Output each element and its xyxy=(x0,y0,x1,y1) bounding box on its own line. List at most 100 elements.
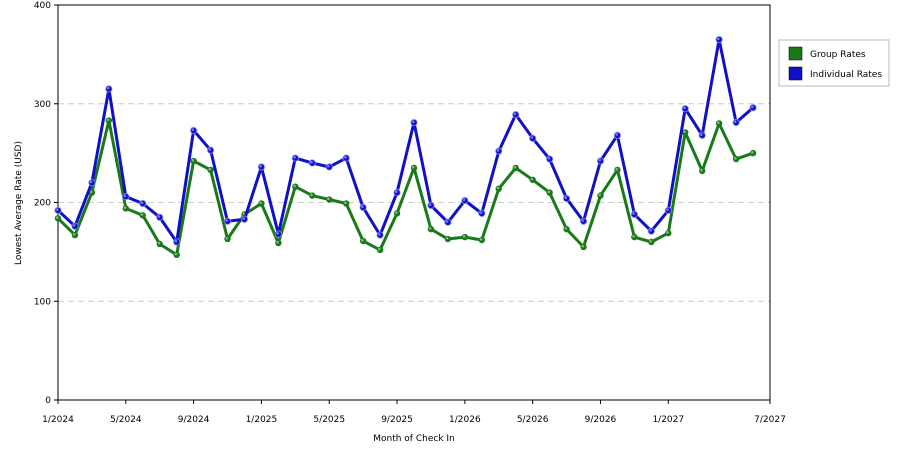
data-point-highlight xyxy=(496,149,500,152)
data-point-group-rates xyxy=(71,231,79,239)
data-point-highlight xyxy=(140,213,144,216)
y-tick-label: 200 xyxy=(34,199,51,209)
data-point-individual-rates xyxy=(257,163,266,171)
data-point-individual-rates xyxy=(427,201,435,210)
data-point-highlight xyxy=(377,247,381,251)
data-point-individual-rates xyxy=(376,231,384,239)
data-point-highlight xyxy=(632,234,635,238)
data-point-highlight xyxy=(649,239,652,243)
data-point-highlight xyxy=(445,220,449,223)
data-point-individual-rates xyxy=(528,134,537,143)
y-tick-label: 400 xyxy=(34,1,51,11)
data-point-individual-rates xyxy=(105,85,113,93)
data-point-highlight xyxy=(361,205,364,208)
data-point-highlight xyxy=(462,198,466,202)
x-tick-label: 5/2025 xyxy=(313,415,345,425)
data-point-highlight xyxy=(700,133,703,136)
data-point-group-rates xyxy=(461,233,469,241)
data-point-group-rates xyxy=(207,166,214,174)
data-point-group-rates xyxy=(410,164,418,172)
y-axis-title: Lowest Average Rate (USD) xyxy=(14,141,24,265)
data-point-group-rates xyxy=(665,229,672,237)
data-point-individual-rates xyxy=(562,194,571,203)
data-point-highlight xyxy=(191,158,195,162)
data-point-group-rates xyxy=(190,157,197,165)
data-point-group-rates xyxy=(682,129,689,136)
data-point-group-rates xyxy=(88,189,96,196)
data-point-highlight xyxy=(394,190,398,194)
data-point-individual-rates xyxy=(579,217,588,225)
series-layer xyxy=(54,35,757,259)
data-point-group-rates xyxy=(105,117,113,124)
y-tick-label: 300 xyxy=(34,100,51,110)
x-tick-label: 9/2026 xyxy=(585,415,617,425)
plot-frame xyxy=(57,4,771,401)
data-point-group-rates xyxy=(732,155,740,163)
x-tick-label: 1/2024 xyxy=(42,415,74,425)
data-point-individual-rates xyxy=(732,118,740,127)
data-point-group-rates xyxy=(275,239,282,247)
data-point-highlight xyxy=(174,252,178,256)
x-tick-label: 9/2025 xyxy=(381,415,413,425)
data-point-group-rates xyxy=(698,167,706,175)
data-point-highlight xyxy=(615,133,618,136)
data-point-highlight xyxy=(106,118,110,122)
data-point-highlight xyxy=(750,151,754,154)
data-point-highlight xyxy=(496,186,500,190)
data-point-individual-rates xyxy=(359,203,367,212)
data-point-individual-rates xyxy=(291,154,300,162)
data-point-group-rates xyxy=(427,225,435,233)
data-point-individual-rates xyxy=(444,218,452,226)
data-point-highlight xyxy=(72,232,76,236)
data-point-highlight xyxy=(89,190,93,194)
data-point-group-rates xyxy=(393,210,401,217)
data-point-highlight xyxy=(123,194,127,198)
x-tick-label: 9/2024 xyxy=(178,415,210,425)
data-point-highlight xyxy=(259,201,262,204)
data-point-individual-rates xyxy=(478,209,486,218)
data-point-highlight xyxy=(242,212,245,215)
legend-label-individual: Individual Rates xyxy=(810,70,882,80)
data-point-individual-rates xyxy=(495,147,503,155)
data-point-highlight xyxy=(717,37,720,41)
data-point-individual-rates xyxy=(630,210,639,219)
data-point-group-rates xyxy=(563,225,570,233)
data-point-group-rates xyxy=(173,251,180,259)
data-point-individual-rates xyxy=(189,126,198,135)
data-point-highlight xyxy=(157,215,161,218)
data-point-individual-rates xyxy=(172,238,181,246)
data-point-highlight xyxy=(310,160,313,164)
data-point-highlight xyxy=(242,217,245,220)
data-point-individual-rates xyxy=(613,131,622,140)
legend: Group Rates Individual Rates xyxy=(778,39,890,87)
data-point-highlight xyxy=(259,164,262,168)
x-tick-label: 1/2026 xyxy=(449,415,481,425)
data-point-highlight xyxy=(106,86,110,90)
data-point-highlight xyxy=(513,165,517,169)
data-point-highlight xyxy=(564,196,568,200)
y-tick-label: 0 xyxy=(45,396,51,406)
data-point-highlight xyxy=(310,193,313,197)
data-point-highlight xyxy=(157,241,161,245)
data-point-individual-rates xyxy=(88,179,96,187)
data-point-highlight xyxy=(564,227,568,230)
data-point-group-rates xyxy=(546,189,553,196)
data-point-highlight xyxy=(700,168,703,172)
data-point-highlight xyxy=(598,193,601,197)
data-point-individual-rates xyxy=(545,155,554,163)
data-point-individual-rates xyxy=(156,213,164,222)
data-point-individual-rates xyxy=(393,188,401,197)
data-point-highlight xyxy=(55,208,59,211)
data-point-highlight xyxy=(394,211,398,214)
data-point-highlight xyxy=(327,197,330,201)
data-point-group-rates xyxy=(122,205,130,212)
grid-layer xyxy=(58,4,770,302)
data-point-highlight xyxy=(361,238,364,242)
data-point-group-rates xyxy=(495,185,502,192)
data-point-individual-rates xyxy=(698,131,706,140)
data-point-group-rates xyxy=(614,166,621,174)
data-point-group-rates xyxy=(444,235,452,243)
data-point-individual-rates xyxy=(410,118,418,127)
data-point-group-rates xyxy=(224,235,231,243)
data-point-individual-rates xyxy=(325,163,333,171)
